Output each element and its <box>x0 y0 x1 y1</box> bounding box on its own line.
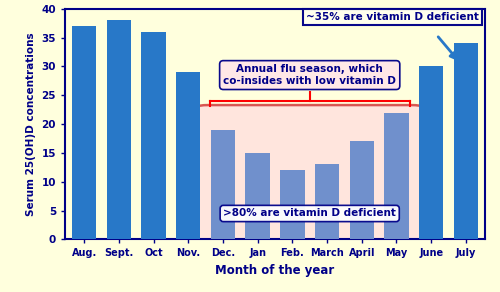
Bar <box>315 164 339 239</box>
Bar <box>350 141 374 239</box>
Bar <box>246 153 270 239</box>
Bar <box>280 170 304 239</box>
Text: >80% are vitamin D deficient: >80% are vitamin D deficient <box>224 208 396 218</box>
Bar <box>176 72 201 239</box>
Bar <box>211 130 235 239</box>
Bar <box>211 130 235 239</box>
Bar <box>384 113 408 239</box>
Bar <box>384 113 408 239</box>
Y-axis label: Serum 25(OH)D concentrations: Serum 25(OH)D concentrations <box>26 32 36 216</box>
Text: Annual flu season, which
co-insides with low vitamin D: Annual flu season, which co-insides with… <box>224 64 396 86</box>
Bar <box>315 164 339 239</box>
Bar <box>142 32 166 239</box>
FancyBboxPatch shape <box>198 105 422 241</box>
Bar <box>454 44 478 239</box>
Text: ~35% are vitamin D deficient: ~35% are vitamin D deficient <box>306 12 478 22</box>
Bar <box>350 141 374 239</box>
Bar <box>246 153 270 239</box>
Bar <box>72 26 96 239</box>
Bar <box>280 170 304 239</box>
Bar <box>106 20 131 239</box>
Bar <box>419 66 444 239</box>
X-axis label: Month of the year: Month of the year <box>216 264 334 277</box>
